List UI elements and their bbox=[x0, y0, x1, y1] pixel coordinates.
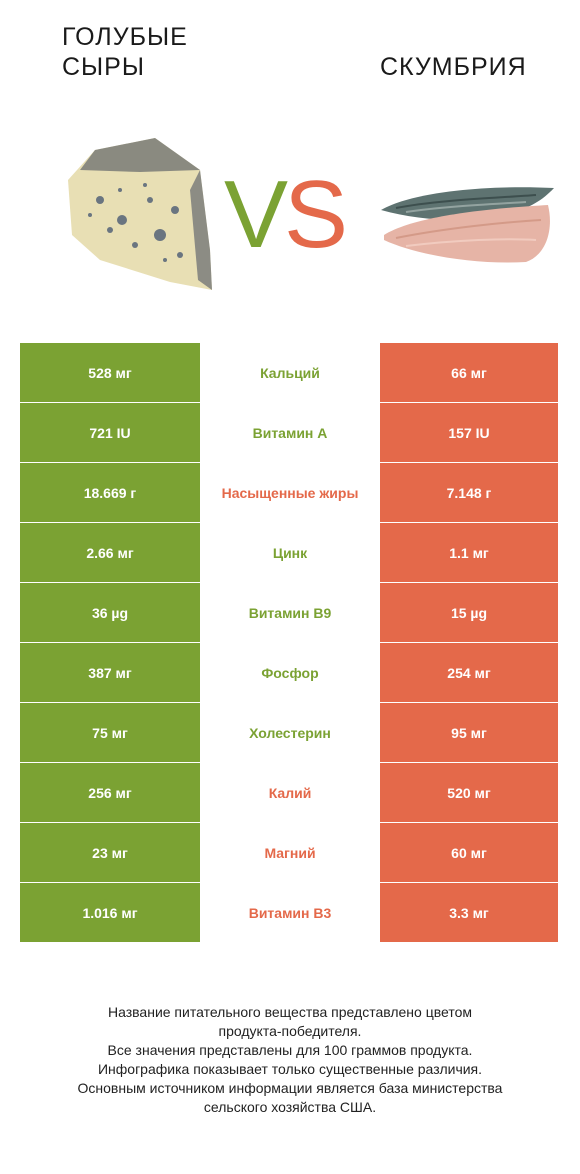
mackerel-image bbox=[381, 187, 554, 263]
comparison-row: 36 µg Витамин B9 15 µg bbox=[20, 582, 558, 643]
right-value: 157 IU bbox=[380, 402, 558, 463]
comparison-row: 387 мг Фосфор 254 мг bbox=[20, 642, 558, 703]
footer-line: Название питательного вещества представл… bbox=[107, 1004, 473, 1020]
comparison-row: 2.66 мг Цинк 1.1 мг bbox=[20, 522, 558, 583]
right-value: 1.1 мг bbox=[380, 522, 558, 583]
comparison-row: 23 мг Магний 60 мг bbox=[20, 822, 558, 883]
vs-letter-v: V bbox=[224, 161, 288, 268]
left-value: 721 IU bbox=[20, 402, 200, 463]
vs-label: VS bbox=[224, 160, 354, 270]
nutrient-name: Витамин A bbox=[200, 402, 380, 463]
left-value: 36 µg bbox=[20, 582, 200, 643]
comparison-row: 528 мг Кальций 66 мг bbox=[20, 343, 558, 403]
nutrient-name: Витамин B9 bbox=[200, 582, 380, 643]
right-value: 7.148 г bbox=[380, 462, 558, 523]
comparison-row: 1.016 мг Витамин B3 3.3 мг bbox=[20, 882, 558, 943]
nutrient-comparison-table: 528 мг Кальций 66 мг 721 IU Витамин A 157 IU 1… bbox=[20, 343, 558, 943]
nutrient-name: Насыщенные жиры bbox=[200, 462, 380, 523]
footer-line: Инфографика показывает только существенн… bbox=[97, 1061, 483, 1077]
left-value: 1.016 мг bbox=[20, 882, 200, 943]
nutrient-name: Калий bbox=[200, 762, 380, 823]
right-value: 60 мг bbox=[380, 822, 558, 883]
comparison-row: 721 IU Витамин A 157 IU bbox=[20, 402, 558, 463]
right-value: 95 мг bbox=[380, 702, 558, 763]
nutrient-name: Цинк bbox=[200, 522, 380, 583]
footer-line: сельского хозяйства США. bbox=[203, 1099, 377, 1115]
right-value: 3.3 мг bbox=[380, 882, 558, 943]
footer-note: Название питательного вещества представл… bbox=[20, 1003, 560, 1117]
blue-cheese-image bbox=[68, 138, 212, 290]
vs-letter-s: S bbox=[284, 161, 348, 268]
left-title-line2: СЫРЫ bbox=[62, 53, 145, 81]
left-value: 2.66 мг bbox=[20, 522, 200, 583]
nutrient-name: Магний bbox=[200, 822, 380, 883]
comparison-row: 75 мг Холестерин 95 мг bbox=[20, 702, 558, 763]
nutrient-name: Кальций bbox=[200, 343, 380, 403]
left-value: 18.669 г bbox=[20, 462, 200, 523]
nutrient-name: Фосфор bbox=[200, 642, 380, 703]
left-value: 528 мг bbox=[20, 343, 200, 403]
left-value: 387 мг bbox=[20, 642, 200, 703]
right-value: 520 мг bbox=[380, 762, 558, 823]
footer-line: продукта-победителя. bbox=[218, 1023, 362, 1039]
footer-line: Основным источником информации является … bbox=[77, 1080, 503, 1096]
comparison-row: 18.669 г Насыщенные жиры 7.148 г bbox=[20, 462, 558, 523]
right-product-title: СКУМБРИЯ bbox=[380, 53, 527, 81]
left-value: 23 мг bbox=[20, 822, 200, 883]
left-value: 75 мг bbox=[20, 702, 200, 763]
right-value: 66 мг bbox=[380, 343, 558, 403]
nutrient-name: Витамин B3 bbox=[200, 882, 380, 943]
nutrient-name: Холестерин bbox=[200, 702, 380, 763]
right-value: 254 мг bbox=[380, 642, 558, 703]
right-value: 15 µg bbox=[380, 582, 558, 643]
left-title-line1: ГОЛУБЫЕ bbox=[62, 23, 188, 51]
footer-line: Все значения представлены для 100 граммо… bbox=[107, 1042, 473, 1058]
left-value: 256 мг bbox=[20, 762, 200, 823]
left-product-title: ГОЛУБЫЕ СЫРЫ bbox=[62, 22, 222, 82]
comparison-row: 256 мг Калий 520 мг bbox=[20, 762, 558, 823]
